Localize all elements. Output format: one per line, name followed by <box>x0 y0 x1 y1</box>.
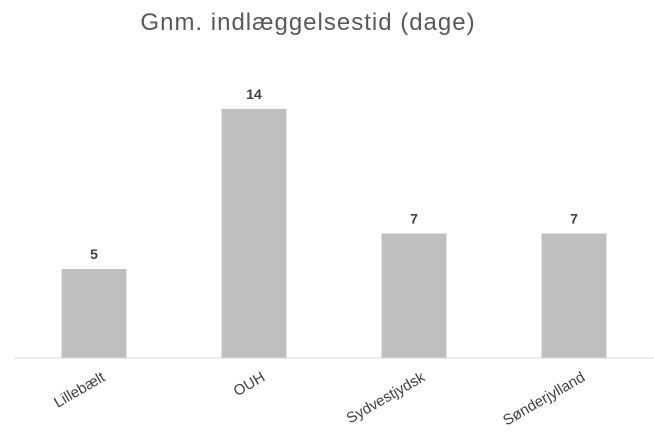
bars-layer: 5 14 7 7 <box>61 86 607 359</box>
bar-3 <box>541 233 607 358</box>
data-label-0: 5 <box>90 246 98 262</box>
bar-2 <box>381 233 447 358</box>
x-tick-labels: Lillebælt OUH Sydvestjydsk Sønderjylland <box>51 368 588 429</box>
x-tick-label-3: Sønderjylland <box>500 369 588 430</box>
bar-1 <box>221 108 287 359</box>
x-tick-label-2: Sydvestjydsk <box>344 368 429 427</box>
bar-0 <box>61 269 127 358</box>
x-tick-label-0: Lillebælt <box>51 368 109 411</box>
data-label-1: 14 <box>246 86 262 102</box>
data-label-3: 7 <box>570 210 578 226</box>
chart-title: Gnm. indlæggelsestid (dage) <box>140 9 475 36</box>
data-label-2: 7 <box>410 210 418 226</box>
x-tick-label-1: OUH <box>231 369 268 400</box>
